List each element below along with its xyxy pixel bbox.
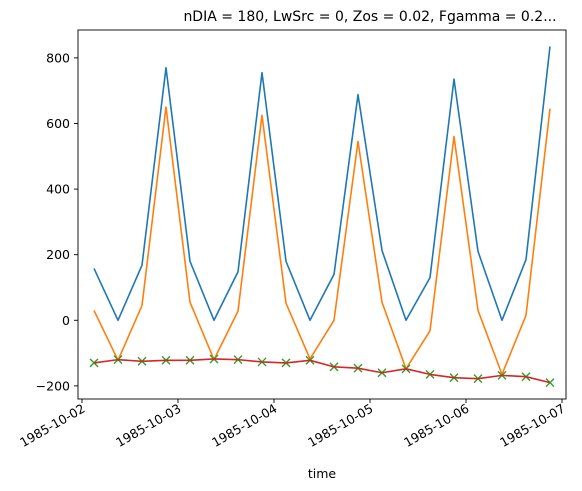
- x-tick-label-1: 1985-10-03: [113, 401, 183, 450]
- chart-title: nDIA = 180, LwSrc = 0, Zos = 0.02, Fgamm…: [183, 9, 556, 25]
- series-1-line: [94, 107, 550, 374]
- x-tick-label-3: 1985-10-05: [305, 401, 375, 450]
- y-tick-label-5: 800: [46, 50, 70, 65]
- y-tick-label-2: 200: [46, 247, 70, 262]
- series-0-line: [94, 46, 550, 320]
- series-3-line: [94, 359, 550, 383]
- x-axis-label: time: [308, 466, 337, 481]
- plot-frame: [78, 30, 566, 399]
- x-tick-label-2: 1985-10-04: [209, 401, 279, 450]
- x-tick-label-5: 1985-10-07: [497, 401, 567, 450]
- x-tick-label-0: 1985-10-02: [17, 401, 87, 450]
- y-tick-label-3: 400: [46, 182, 70, 197]
- y-tick-label-0: −200: [36, 378, 70, 393]
- axes-layer: −200 0 200 400 600 800 1985-10-02 1985-10-03 198…: [17, 30, 567, 450]
- series-layer: [90, 46, 554, 386]
- y-tick-label-4: 600: [46, 116, 70, 131]
- y-tick-label-1: 0: [62, 313, 70, 328]
- x-tick-label-4: 1985-10-06: [401, 401, 471, 450]
